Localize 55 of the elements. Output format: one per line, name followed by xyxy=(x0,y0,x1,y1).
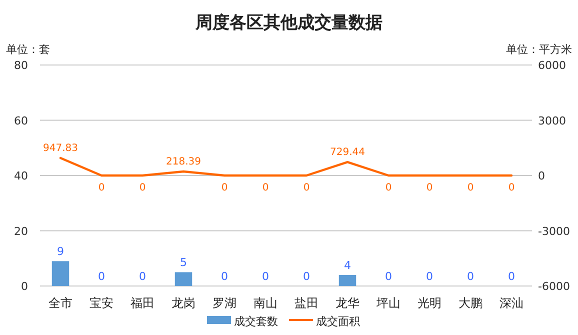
bar xyxy=(174,272,192,286)
data-label: 0 xyxy=(426,270,433,283)
data-label: 0 xyxy=(508,182,515,194)
y-tick-label: 80 xyxy=(14,59,28,72)
data-label: 218.39 xyxy=(166,156,201,168)
data-label: 9 xyxy=(57,245,64,258)
data-label: 729.44 xyxy=(330,147,365,158)
x-tick-label: 龙岗 xyxy=(172,296,196,310)
data-label: 0 xyxy=(303,182,310,194)
data-label: 0 xyxy=(98,182,105,194)
y-tick-label: 20 xyxy=(14,224,28,238)
x-tick-label: 南山 xyxy=(254,296,278,310)
data-label: 0 xyxy=(385,182,392,194)
x-tick-label: 龙华 xyxy=(336,296,360,310)
data-label: 0 xyxy=(139,270,146,283)
bar xyxy=(52,261,70,286)
data-label: 0 xyxy=(426,182,433,194)
x-tick-label: 盐田 xyxy=(294,296,318,310)
y2-tick-label: -3000 xyxy=(538,224,570,238)
legend-label: 成交套数 xyxy=(234,315,278,328)
data-label: 0 xyxy=(98,270,105,283)
data-label: 0 xyxy=(221,270,228,283)
x-tick-label: 全市 xyxy=(48,296,72,310)
data-label: 5 xyxy=(180,256,187,270)
x-tick-label: 大鹏 xyxy=(458,296,482,310)
x-tick-label: 光明 xyxy=(418,296,442,310)
y2-axis-title: 单位：平方米 xyxy=(506,43,572,56)
data-label: 4 xyxy=(344,258,351,272)
x-tick-label: 福田 xyxy=(130,296,154,310)
data-label: 0 xyxy=(262,182,269,194)
chart-title: 周度各区其他成交量数据 xyxy=(194,13,382,33)
data-label: 0 xyxy=(221,182,228,194)
y2-tick-label: 6000 xyxy=(538,59,566,72)
y2-tick-label: -6000 xyxy=(538,280,570,293)
data-label: 0 xyxy=(467,182,474,194)
y-axis-title: 单位：套 xyxy=(6,43,50,56)
y2-tick-label: 3000 xyxy=(538,114,566,128)
x-tick-label: 深汕 xyxy=(500,296,524,310)
legend-label: 成交面积 xyxy=(316,315,360,328)
line-series xyxy=(59,156,513,177)
x-tick-label: 坪山 xyxy=(376,296,400,310)
y-tick-label: 0 xyxy=(21,280,28,293)
bar xyxy=(338,274,356,286)
data-label: 0 xyxy=(385,270,392,283)
y-tick-label: 40 xyxy=(14,170,28,182)
y2-tick-label: 0 xyxy=(538,170,545,182)
data-label: 0 xyxy=(262,270,269,283)
data-label: 0 xyxy=(467,270,474,283)
data-label: 0 xyxy=(139,182,146,194)
data-label: 0 xyxy=(508,270,515,283)
data-label: 947.83 xyxy=(43,143,78,154)
x-tick-label: 罗湖 xyxy=(212,296,236,310)
x-tick-label: 宝安 xyxy=(90,296,114,310)
y-tick-label: 60 xyxy=(14,114,28,128)
data-label: 0 xyxy=(303,270,310,283)
